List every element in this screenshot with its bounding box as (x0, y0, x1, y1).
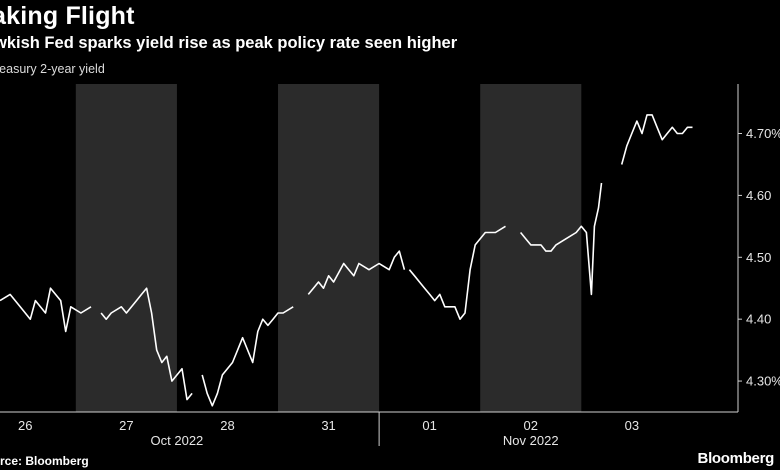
yield-line-segment (307, 250, 406, 295)
shaded-day (480, 84, 582, 412)
y-axis: 4.30% 4.40 4.50 4.60 4.70% (737, 84, 780, 412)
shaded-day (278, 84, 380, 412)
yield-line-segment (201, 306, 294, 407)
bloomberg-logo: Bloomberg (697, 450, 775, 467)
source-note: rce: Bloomberg (0, 454, 89, 468)
x-tick-label: 28 (220, 418, 234, 433)
yield-line-segment (408, 225, 506, 321)
y-tick-label: 4.30% (746, 374, 780, 389)
month-label: Oct 2022 (151, 433, 204, 448)
yield-line-segment (519, 182, 603, 296)
series-label: reasury 2-year yield (0, 62, 105, 76)
y-tick-label: 4.60 (746, 188, 771, 203)
x-tick-label: 26 (18, 418, 32, 433)
yield-line-segment (100, 287, 193, 401)
month-label: Nov 2022 (503, 433, 559, 448)
chart-title: aking Flight (0, 2, 135, 30)
x-tick-label: 01 (422, 418, 436, 433)
x-tick-label: 03 (625, 418, 639, 433)
yield-line-segment (620, 114, 693, 165)
yield-series (0, 114, 693, 407)
x-tick-label: 31 (321, 418, 335, 433)
y-tick-label: 4.70% (746, 126, 780, 141)
y-tick-label: 4.50 (746, 250, 771, 265)
x-axis: 26 27 28 31 01 02 03 Oct 2022 Nov 2022 (0, 411, 738, 448)
yield-line-segment (0, 287, 92, 333)
x-tick-label: 02 (524, 418, 538, 433)
chart-subtitle: wkish Fed sparks yield rise as peak poli… (0, 34, 458, 52)
y-tick-label: 4.40 (746, 312, 771, 327)
weekend-shading (75, 84, 582, 412)
x-tick-label: 27 (119, 418, 133, 433)
